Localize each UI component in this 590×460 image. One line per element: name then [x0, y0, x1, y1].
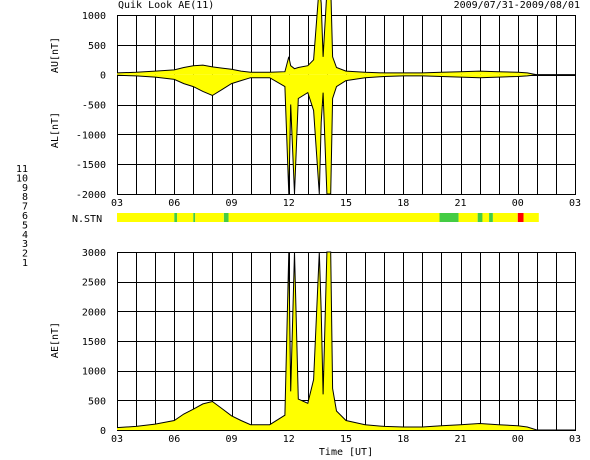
ae-frame	[117, 252, 576, 431]
station-legend-item: 7	[22, 202, 28, 213]
au-al-xtick-label: 21	[454, 198, 466, 209]
ae-ytick-label: 2500	[82, 278, 106, 289]
au-al-ytick-label: 0	[100, 71, 106, 82]
ae-xtick-label: 03	[111, 434, 123, 445]
nstn-segment	[228, 213, 440, 222]
au-al-ytick-label: -500	[82, 101, 106, 112]
ae-xtick-label: 03	[569, 434, 581, 445]
nstn-segment	[174, 213, 178, 222]
nstn-segment	[223, 213, 229, 222]
station-legend-item: 11	[16, 164, 28, 175]
au-axis-label: AU[nT]	[50, 37, 61, 73]
ae-xtick-label: 21	[454, 434, 466, 445]
au-al-xtick-label: 06	[168, 198, 180, 209]
x-axis-label: Time [UT]	[319, 447, 373, 458]
au-al-ytick-label: 1000	[82, 11, 106, 22]
ae-ytick-label: 1500	[82, 337, 106, 348]
nstn-segment	[195, 213, 224, 222]
nstn-label: N.STN	[72, 214, 102, 225]
au-al-xtick-label: 18	[397, 198, 409, 209]
au-al-xtick-label: 00	[512, 198, 524, 209]
au-al-frame	[117, 15, 576, 195]
nstn-segment	[489, 213, 493, 222]
ae-series-line	[117, 251, 575, 431]
page-title: Quik Look AE(11)	[118, 0, 215, 11]
ae-axis-label: AE[nT]	[50, 322, 61, 358]
station-legend-item: 10	[16, 173, 28, 184]
station-legend-item: 5	[22, 220, 28, 231]
au-al-ytick-label: 500	[88, 41, 106, 52]
ae-xtick-label: 09	[225, 434, 237, 445]
ae-xtick-label: 15	[340, 434, 352, 445]
ae-xtick-label: 06	[168, 434, 180, 445]
au-al-xtick-label: 09	[225, 198, 237, 209]
au-al-ytick-label: -2000	[76, 190, 106, 201]
station-legend-item: 8	[22, 192, 28, 203]
nstn-segment	[458, 213, 478, 222]
ae-ytick-label: 0	[100, 426, 106, 437]
station-legend-item: 9	[22, 183, 28, 194]
ae-xtick-label: 18	[397, 434, 409, 445]
au-al-xtick-label: 03	[111, 198, 123, 209]
station-legend-item: 1	[22, 258, 28, 269]
station-legend-item: 4	[22, 230, 28, 241]
ae-ytick-label: 3000	[82, 248, 106, 259]
ae-xtick-label: 12	[283, 434, 295, 445]
au-al-ytick-label: -1000	[76, 130, 106, 141]
ae-xtick-label: 00	[512, 434, 524, 445]
nstn-segment	[482, 213, 490, 222]
station-legend-item: 2	[22, 249, 28, 260]
nstn-segment	[492, 213, 518, 222]
station-legend-item: 3	[22, 239, 28, 250]
au-al-xtick-label: 03	[569, 198, 581, 209]
al-series-line	[117, 74, 575, 195]
au-series-line	[117, 0, 575, 76]
ae-ytick-label: 1000	[82, 367, 106, 378]
ae-ytick-label: 2000	[82, 307, 106, 318]
nstn-segment	[177, 213, 194, 222]
au-al-xtick-label: 15	[340, 198, 352, 209]
al-axis-label: AL[nT]	[50, 112, 61, 148]
au-al-xtick-label: 12	[283, 198, 295, 209]
nstn-segment	[517, 213, 524, 222]
nstn-segment	[117, 213, 175, 222]
date-range: 2009/07/31-2009/08/01	[453, 0, 580, 11]
station-legend-item: 6	[22, 211, 28, 222]
ae-ytick-label: 500	[88, 396, 106, 407]
au-al-ytick-label: -1500	[76, 160, 106, 171]
nstn-segment	[439, 213, 459, 222]
nstn-segment	[193, 213, 196, 222]
nstn-segment	[477, 213, 483, 222]
nstn-segment	[523, 213, 539, 222]
